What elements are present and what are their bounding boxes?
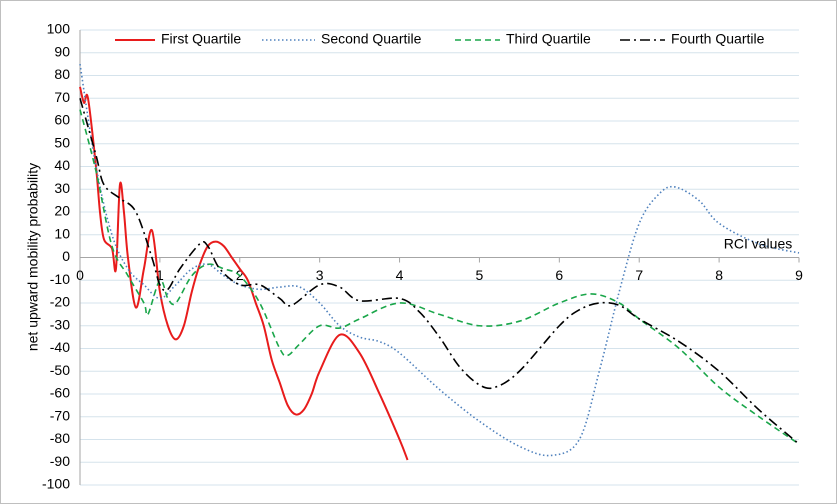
x-tick-label: 8 <box>715 267 723 283</box>
legend-label: Fourth Quartile <box>671 31 765 47</box>
x-tick-label: 3 <box>316 267 324 283</box>
y-tick-label: 100 <box>47 21 71 37</box>
y-tick-label: -60 <box>50 385 70 401</box>
y-tick-label: -30 <box>50 316 70 332</box>
y-tick-label: -40 <box>50 339 70 355</box>
x-tick-label: 4 <box>396 267 404 283</box>
y-axis-label: net upward mobility probability <box>25 163 41 351</box>
x-tick-label: 5 <box>476 267 484 283</box>
y-tick-label: 0 <box>62 248 70 264</box>
x-tick-label: 0 <box>76 267 84 283</box>
y-tick-label: 60 <box>54 112 70 128</box>
x-tick-label: 9 <box>795 267 803 283</box>
x-axis-label: RCI values <box>724 236 792 252</box>
y-tick-label: -20 <box>50 294 70 310</box>
series-line <box>79 98 800 445</box>
series-line <box>79 109 800 445</box>
series-line <box>79 86 409 461</box>
y-tick-label: 10 <box>54 225 70 241</box>
series-line <box>79 64 800 457</box>
y-tick-label: 40 <box>54 157 70 173</box>
y-tick-label: -80 <box>50 430 70 446</box>
legend-label: Second Quartile <box>321 31 422 47</box>
y-tick-label: 80 <box>54 66 70 82</box>
y-tick-label: 50 <box>54 134 70 150</box>
legend-label: First Quartile <box>161 31 241 47</box>
y-tick-label: 30 <box>54 180 70 196</box>
y-tick-label: 70 <box>54 89 70 105</box>
y-tick-label: -90 <box>50 453 70 469</box>
y-tick-label: -50 <box>50 362 70 378</box>
legend-label: Third Quartile <box>506 31 591 47</box>
x-tick-label: 7 <box>635 267 643 283</box>
y-tick-label: 20 <box>54 203 70 219</box>
y-tick-label: -10 <box>50 271 70 287</box>
y-tick-label: -100 <box>42 476 70 492</box>
y-tick-label: 90 <box>54 43 70 59</box>
x-tick-label: 6 <box>555 267 563 283</box>
y-tick-label: -70 <box>50 407 70 423</box>
x-tick-label: 1 <box>156 267 164 283</box>
